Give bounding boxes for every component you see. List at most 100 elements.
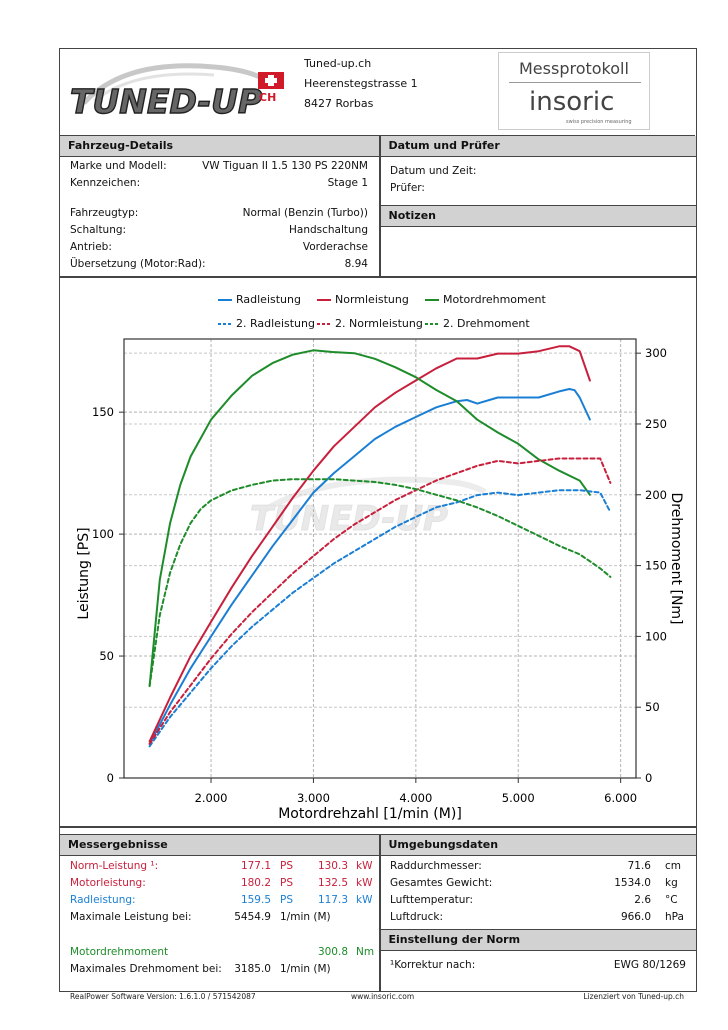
vehicle-drive-label: Antrieb: [70, 241, 112, 253]
insoric-logo-box: Messprotokoll insoric swiss precision me… [498, 52, 650, 130]
motor-power-label: Motorleistung: [70, 877, 146, 889]
legend-normleistung: Normleistung [317, 293, 409, 306]
norm-setting-title: Einstellung der Norm [380, 929, 696, 951]
motor-power-ps-unit: PS [280, 877, 293, 889]
y2-tick-label: 100 [645, 629, 667, 643]
protocol-title: Messprotokoll [519, 59, 629, 78]
title-underline [509, 82, 641, 83]
company-street: Heerenstegstrasse 1 [304, 77, 418, 90]
series-line-radleistung [148, 388, 591, 745]
series-line-motordrehmoment [148, 349, 591, 687]
y2-tick-label: 300 [645, 346, 667, 360]
results-title: Messergebnisse [60, 834, 379, 856]
norm-correction-value: EWG 80/1269 [613, 959, 686, 971]
norm-power-label: Norm-Leistung ¹: [70, 860, 159, 872]
max-power-rpm-value: 5454.9 [234, 911, 271, 923]
y-tick-label: 150 [92, 405, 114, 419]
vehicle-model-label: Marke und Modell: [70, 160, 167, 172]
x-tick-label: 5.000 [502, 791, 535, 805]
motor-power-kw-unit: kW [356, 877, 373, 889]
footer-software-version: RealPower Software Version: 1.6.1.0 / 57… [70, 992, 256, 1001]
footer-website[interactable]: www.insoric.com [351, 992, 415, 1001]
motor-power-kw: 132.5 [317, 877, 348, 889]
x-axis-title: Motordrehzahl [1/min (M)] [278, 806, 462, 822]
vehicle-gearbox-label: Schaltung: [70, 224, 127, 236]
series-line-2-drehmoment [148, 478, 612, 687]
y2-tick-label: 0 [645, 771, 652, 785]
divider-vertical-bottom [379, 834, 381, 992]
y2-tick-label: 50 [645, 700, 660, 714]
legend-2-normleistung: 2. Normleistung [317, 317, 423, 330]
wheel-power-label: Radleistung: [70, 894, 136, 906]
y-tick-label: 50 [99, 649, 114, 663]
air-pressure-unit: hPa [665, 911, 684, 923]
watermark-text: TUNED-UP [250, 499, 448, 539]
max-power-rpm-label: Maximale Leistung bei: [70, 911, 192, 923]
environment-title: Umgebungsdaten [380, 834, 696, 856]
torque-value: 300.8 [317, 946, 348, 958]
air-pressure-value: 966.0 [620, 911, 651, 923]
series-line-normleistung [148, 345, 591, 743]
torque-unit: Nm [356, 946, 375, 958]
legend-radleistung: Radleistung [218, 293, 301, 306]
power-torque-chart: TUNED-UP 2.000 3.000 4.000 5.000 6.000 0 50 100… [76, 338, 684, 822]
y-tick-label: 0 [107, 771, 114, 785]
norm-power-ps: 177.1 [240, 860, 271, 872]
air-pressure-label: Luftdruck: [390, 911, 443, 923]
series-line-2-normleistung [148, 457, 612, 745]
legend-2-drehmoment: 2. Drehmoment [425, 317, 530, 330]
brand-tagline: swiss precision measuring [566, 119, 632, 125]
wheel-diameter-value: 71.6 [627, 860, 651, 872]
air-temperature-value: 2.6 [634, 894, 651, 906]
total-weight-unit: kg [665, 877, 678, 889]
max-power-rpm-unit: 1/min (M) [280, 911, 331, 923]
header: TUNED-UP CH Tuned-up.ch Heerenstegstrass… [60, 49, 695, 136]
wheel-power-ps-unit: PS [280, 894, 293, 906]
logo-text: TUNED-UP [70, 82, 262, 121]
series-line-2-radleistung [148, 489, 612, 748]
vehicle-ratio-value: 8.94 [344, 258, 368, 270]
logo-suffix: CH [259, 91, 276, 104]
vehicle-plate-label: Kennzeichen: [70, 177, 141, 189]
legend-2-radleistung: 2. Radleistung [218, 317, 315, 330]
company-city: 8427 Rorbas [304, 97, 374, 110]
legend-motordrehmoment: Motordrehmoment [425, 293, 546, 306]
y2-tick-label: 150 [645, 559, 667, 573]
date-time-label: Datum und Zeit: [390, 165, 477, 177]
x-tick-label: 3.000 [297, 791, 330, 805]
total-weight-value: 1534.0 [614, 877, 651, 889]
brand-name: insoric [529, 87, 615, 117]
plot-frame [123, 338, 637, 779]
norm-power-kw: 130.3 [317, 860, 348, 872]
y2-tick-label: 200 [645, 488, 667, 502]
y2-tick-label: 250 [645, 417, 667, 431]
wheel-diameter-label: Raddurchmesser: [390, 860, 482, 872]
divider-horizontal-chart-bottom [60, 826, 696, 828]
total-weight-label: Gesamtes Gewicht: [390, 877, 493, 889]
wheel-power-kw-unit: kW [356, 894, 373, 906]
vehicle-gearbox-value: Handschaltung [289, 224, 368, 236]
air-temperature-unit: °C [665, 894, 678, 906]
vehicle-details-title: Fahrzeug-Details [60, 136, 379, 157]
vehicle-plate-value: Stage 1 [327, 177, 368, 189]
x-tick-label: 2.000 [195, 791, 228, 805]
divider-horizontal-chart-top [60, 276, 696, 278]
x-tick-label: 6.000 [604, 791, 637, 805]
wheel-power-kw: 117.3 [317, 894, 348, 906]
air-temperature-label: Lufttemperatur: [390, 894, 474, 906]
date-inspector-title: Datum und Prüfer [380, 136, 696, 157]
x-tick-label: 4.000 [399, 791, 432, 805]
norm-correction-label: ¹Korrektur nach: [390, 959, 476, 971]
max-torque-rpm-label: Maximales Drehmoment bei: [70, 963, 222, 975]
motor-power-ps: 180.2 [240, 877, 271, 889]
divider-vertical-top [379, 136, 381, 277]
wheel-diameter-unit: cm [665, 860, 682, 872]
notes-title: Notizen [380, 205, 696, 227]
footer-license: Lizenziert von Tuned-up.ch [583, 992, 684, 1001]
torque-label: Motordrehmoment [70, 946, 169, 958]
chart-area: Radleistung Normleistung Motordrehmoment… [60, 278, 696, 826]
measurement-protocol-sheet: TUNED-UP CH Tuned-up.ch Heerenstegstrass… [59, 48, 697, 992]
company-logo: TUNED-UP CH [64, 55, 286, 131]
y-axis-title: Leistung [PS] [76, 527, 92, 619]
y2-axis-title: Drehmoment [Nm] [668, 492, 684, 624]
